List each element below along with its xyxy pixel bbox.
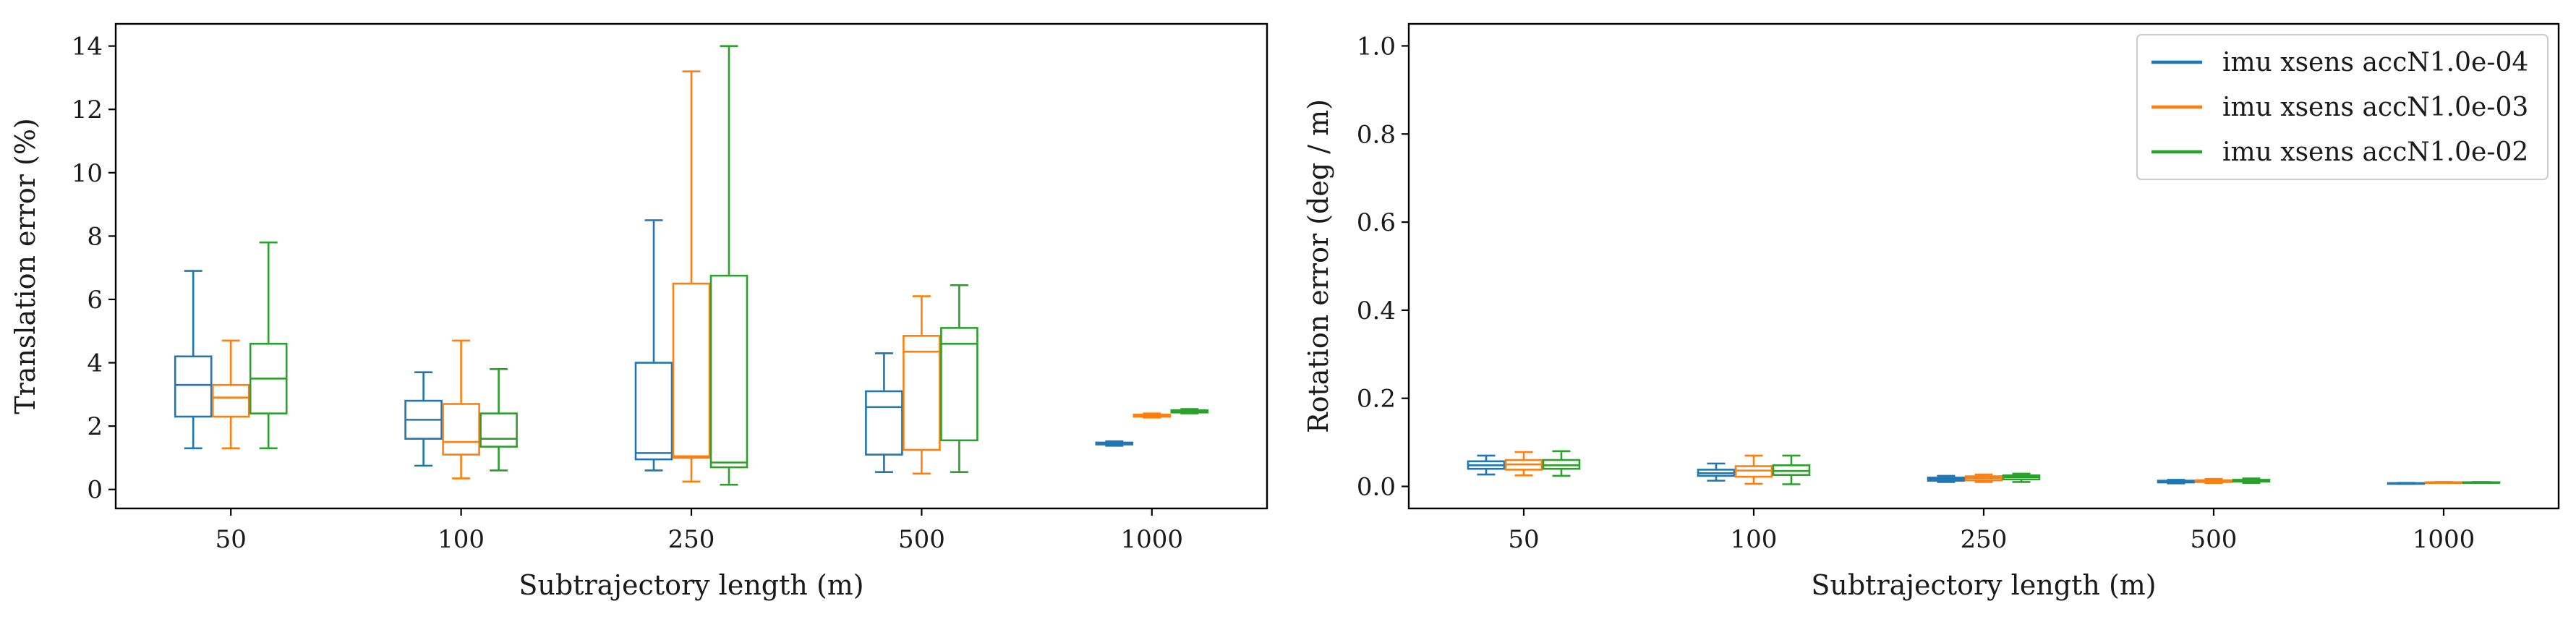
- y-tick-label: 0: [87, 476, 103, 505]
- y-tick-label: 0.2: [1357, 385, 1396, 414]
- box-imu-xsens-accn1-0e-04-100: [404, 371, 443, 467]
- x-tick-label: 50: [216, 525, 247, 554]
- box-imu-xsens-accn1-0e-02-1000: [1170, 408, 1209, 414]
- iqr-box: [479, 412, 518, 448]
- box-imu-xsens-accn1-0e-02-250: [2002, 472, 2041, 483]
- iqr-box: [174, 355, 213, 418]
- x-tick-label: 1000: [1121, 525, 1184, 554]
- box-imu-xsens-accn1-0e-02-50: [1542, 450, 1581, 477]
- box-imu-xsens-accn1-0e-02-250: [709, 45, 749, 486]
- x-tick-label: 100: [438, 525, 485, 554]
- y-tick-label: 0.4: [1357, 297, 1396, 325]
- x-tick-label: 250: [668, 525, 715, 554]
- box-imu-xsens-accn1-0e-03-50: [1504, 451, 1543, 477]
- box-imu-xsens-accn1-0e-04-50: [1467, 454, 1506, 476]
- iqr-box: [634, 362, 673, 461]
- translation-error-chart: 0 2 4 6 8 10 12 14 50 100 250 500 1000 Subtrajectory …: [9, 22, 1268, 601]
- x-tick-label: 500: [2191, 525, 2238, 554]
- legend-label: imu xsens accN1.0e-04: [2222, 48, 2528, 77]
- y-tick-label: 0.6: [1357, 208, 1396, 237]
- box-imu-xsens-accn1-0e-03-100: [442, 339, 480, 480]
- box-imu-xsens-accn1-0e-02-100: [479, 368, 518, 472]
- box-imu-xsens-accn1-0e-04-500: [2157, 479, 2196, 485]
- box-imu-xsens-accn1-0e-03-50: [211, 339, 250, 450]
- box-imu-xsens-accn1-0e-03-100: [1734, 454, 1773, 485]
- iqr-box: [903, 335, 941, 451]
- y-tick-label: 8: [87, 222, 103, 251]
- iqr-box: [442, 403, 480, 456]
- iqr-box: [709, 274, 749, 469]
- legend-frame: [2136, 34, 2549, 180]
- box-imu-xsens-accn1-0e-03-500: [2194, 477, 2233, 484]
- box-imu-xsens-accn1-0e-04-500: [865, 352, 903, 473]
- box-imu-xsens-accn1-0e-03-1000: [1133, 412, 1172, 419]
- y-tick-label: 2: [87, 412, 103, 441]
- box-imu-xsens-accn1-0e-03-250: [1964, 473, 2003, 483]
- legend: imu xsens accN1.0e-04 imu xsens accN1.0e-…: [2136, 34, 2549, 180]
- iqr-box: [865, 390, 903, 456]
- box-imu-xsens-accn1-0e-04-50: [174, 270, 213, 450]
- x-tick-label: 100: [1731, 525, 1778, 554]
- box-imu-xsens-accn1-0e-02-100: [1772, 454, 1811, 485]
- y-tick-label: 12: [72, 95, 103, 124]
- y-tick-label: 4: [87, 349, 103, 378]
- legend-label: imu xsens accN1.0e-02: [2222, 137, 2528, 167]
- legend-label: imu xsens accN1.0e-03: [2222, 93, 2528, 122]
- box-imu-xsens-accn1-0e-02-50: [249, 241, 288, 450]
- y-tick-label: 1.0: [1357, 32, 1396, 61]
- box-imu-xsens-accn1-0e-04-250: [1927, 474, 1966, 483]
- x-axis-label: Subtrajectory length (m): [519, 569, 863, 601]
- x-tick-label: 500: [898, 525, 945, 554]
- box-imu-xsens-accn1-0e-02-500: [940, 284, 978, 473]
- y-tick-label: 10: [72, 159, 103, 188]
- box-imu-xsens-accn1-0e-04-1000: [2387, 482, 2426, 485]
- x-tick-label: 1000: [2413, 525, 2475, 554]
- y-axis-label: Rotation error (deg / m): [1302, 99, 1334, 433]
- iqr-box: [672, 282, 711, 459]
- box-imu-xsens-accn1-0e-03-500: [903, 295, 941, 475]
- y-tick-label: 0.0: [1357, 473, 1396, 502]
- box-imu-xsens-accn1-0e-04-250: [634, 219, 673, 472]
- y-axis-label: Translation error (%): [9, 118, 41, 414]
- iqr-box: [211, 383, 250, 418]
- box-imu-xsens-accn1-0e-04-100: [1697, 462, 1736, 482]
- iqr-box: [940, 327, 978, 442]
- y-tick-label: 6: [87, 286, 103, 315]
- y-tick-label: 14: [72, 33, 103, 61]
- box-imu-xsens-accn1-0e-02-500: [2232, 477, 2271, 484]
- rotation-error-chart: 0.0 0.2 0.4 0.6 0.8 1.0 50 100 250 500 1000 Subtraj…: [1302, 22, 2560, 601]
- x-axis-label: Subtrajectory length (m): [1811, 569, 2156, 601]
- box-imu-xsens-accn1-0e-03-250: [672, 70, 711, 483]
- x-tick-label: 50: [1508, 525, 1539, 554]
- y-tick-label: 0.8: [1357, 120, 1396, 149]
- x-tick-label: 250: [1961, 525, 2008, 554]
- box-imu-xsens-accn1-0e-04-1000: [1095, 440, 1134, 447]
